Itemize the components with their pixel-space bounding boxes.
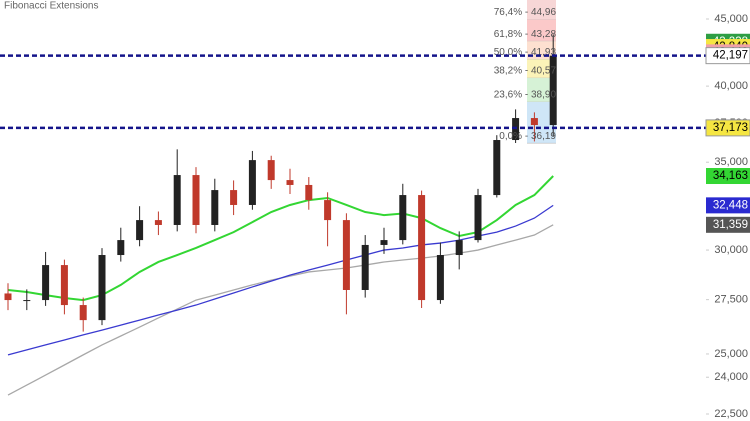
price-tag-label: 34,163	[713, 170, 748, 182]
candle-body	[4, 293, 12, 301]
candle-body	[23, 300, 31, 302]
candle-body	[436, 255, 444, 301]
candle-body	[173, 175, 181, 225]
candle-body	[455, 240, 463, 256]
candle-body	[117, 240, 125, 256]
fib-label: 38,2% - 40,57	[494, 66, 557, 77]
price-tag-label: 42,197	[713, 50, 748, 62]
candle-body	[305, 184, 313, 201]
candle-body	[493, 140, 501, 196]
candle-body	[192, 175, 200, 225]
fib-band	[527, 59, 556, 79]
candle-body	[60, 265, 68, 306]
price-tag-label: 37,173	[713, 122, 748, 134]
candle-body	[230, 190, 238, 205]
candle-body	[399, 195, 407, 241]
moving-average	[7, 204, 554, 356]
candle-body	[324, 200, 332, 221]
fib-label: 23,6% - 38,90	[494, 90, 557, 101]
candle-body	[361, 244, 369, 290]
chart-title: Fibonacci Extensions	[4, 1, 99, 12]
candle-body	[267, 160, 275, 181]
candle-body	[474, 195, 482, 241]
candle-body	[549, 55, 557, 126]
candle-body	[342, 220, 350, 290]
y-tick-label: 35,000	[714, 156, 748, 168]
price-tag	[706, 168, 750, 185]
fib-label: 61,8% - 43,28	[494, 29, 557, 40]
price-tag	[706, 216, 750, 233]
y-tick-label: 27,500	[714, 294, 748, 306]
candle-body	[530, 118, 538, 126]
candle-body	[136, 220, 144, 241]
fib-band	[527, 0, 556, 20]
y-tick-label: 22,500	[714, 408, 748, 420]
candle-body	[380, 240, 388, 245]
candle-body	[154, 220, 162, 225]
candle-body	[42, 265, 50, 301]
y-tick-label: 24,000	[714, 371, 748, 383]
y-tick-label: 40,000	[714, 80, 748, 92]
plot	[4, 0, 557, 396]
candle-body	[286, 180, 294, 185]
price-tag	[705, 119, 750, 137]
candle-body	[211, 190, 219, 225]
fib-band	[527, 19, 556, 42]
y-tick-label: 30,000	[714, 244, 748, 256]
candle-body	[418, 195, 426, 301]
price-tag	[706, 197, 750, 214]
y-tick-label: 45,000	[714, 13, 748, 25]
candle-body	[98, 255, 106, 321]
candle-body	[248, 160, 256, 205]
y-tick-label: 25,000	[714, 348, 748, 360]
fib-label: 76,4% - 44,96	[494, 7, 557, 18]
price-tag-label: 32,448	[713, 199, 748, 211]
price-tag-label: 31,359	[713, 219, 748, 231]
fib-band	[527, 78, 556, 103]
fib-label: 50,0% - 41,93	[494, 47, 557, 58]
candle-body	[79, 305, 87, 321]
price-tag	[705, 47, 750, 65]
fib-label: 0,0% - 36,19	[499, 131, 556, 142]
